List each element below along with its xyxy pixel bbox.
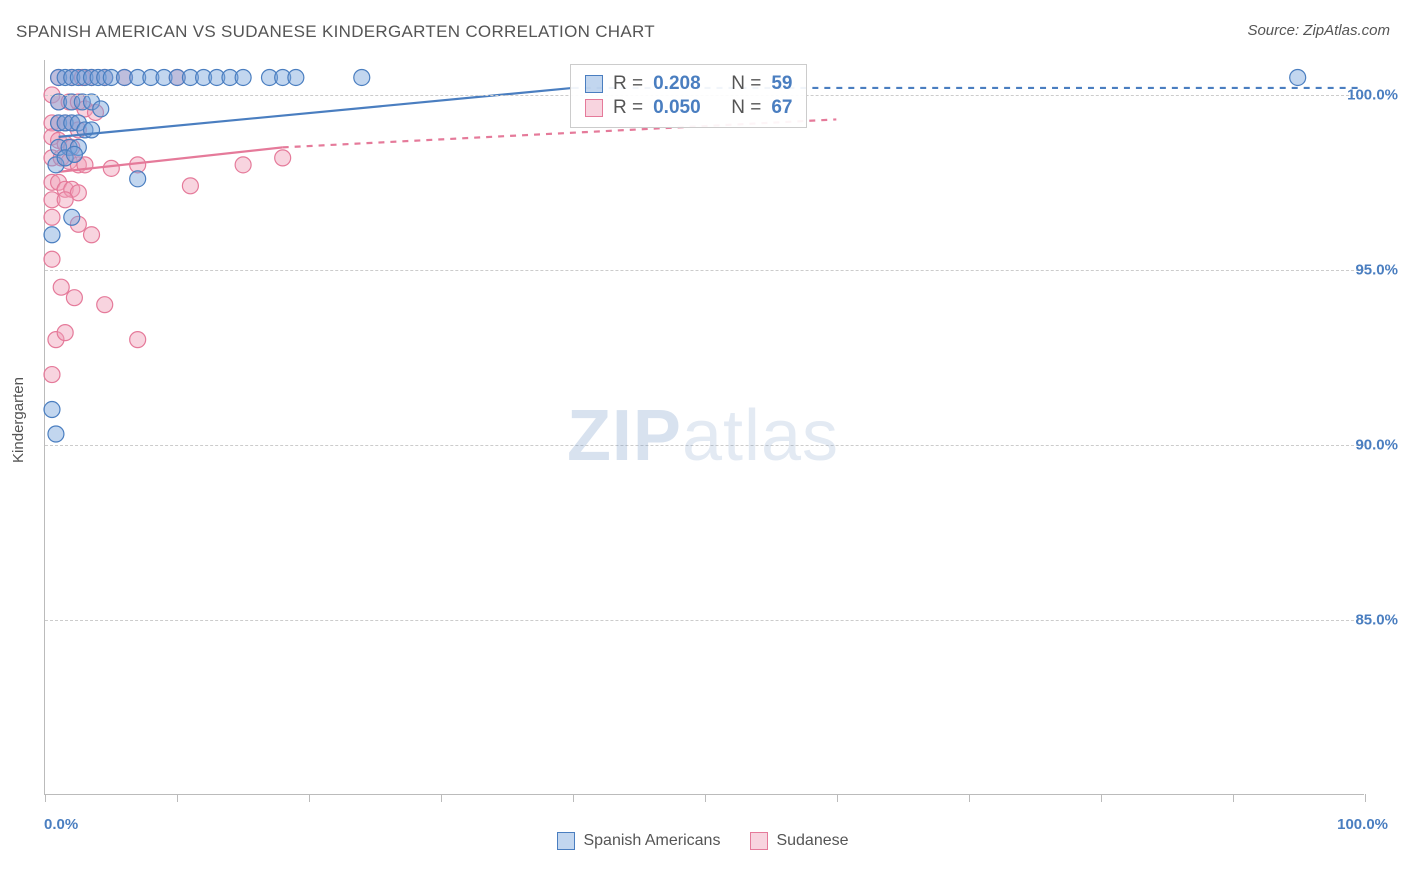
scatter-point: [275, 150, 291, 166]
x-tick: [1101, 794, 1102, 802]
scatter-point: [44, 227, 60, 243]
legend-label-blue: Spanish Americans: [583, 832, 720, 850]
x-tick: [837, 794, 838, 802]
x-tick: [309, 794, 310, 802]
scatter-point: [57, 325, 73, 341]
r-label: R =: [613, 97, 643, 119]
n-label: N =: [731, 97, 761, 119]
chart-title: SPANISH AMERICAN VS SUDANESE KINDERGARTE…: [16, 22, 655, 42]
y-tick-label: 95.0%: [1318, 262, 1398, 279]
y-tick-label: 85.0%: [1318, 612, 1398, 629]
n-value-pink: 67: [771, 97, 792, 119]
gridline-h: [45, 620, 1364, 621]
x-tick: [1233, 794, 1234, 802]
x-axis-end-label: 100.0%: [1337, 816, 1388, 833]
swatch-blue: [585, 75, 603, 93]
y-axis-title: Kindergarten: [10, 377, 27, 463]
n-value-blue: 59: [771, 73, 792, 95]
scatter-point: [1290, 69, 1306, 85]
r-value-pink: 0.050: [653, 97, 701, 119]
legend-swatch-pink: [750, 832, 768, 850]
scatter-point: [103, 160, 119, 176]
x-tick: [45, 794, 46, 802]
plot-svg: [45, 60, 1364, 794]
stats-box: R = 0.208 N = 59 R = 0.050 N = 67: [570, 64, 807, 128]
scatter-point: [354, 69, 370, 85]
scatter-point: [84, 227, 100, 243]
scatter-point: [84, 122, 100, 138]
gridline-h: [45, 270, 1364, 271]
y-tick-label: 90.0%: [1318, 437, 1398, 454]
scatter-point: [182, 178, 198, 194]
gridline-h: [45, 445, 1364, 446]
scatter-point: [235, 157, 251, 173]
scatter-point: [44, 209, 60, 225]
x-tick: [441, 794, 442, 802]
x-tick: [1365, 794, 1366, 802]
r-value-blue: 0.208: [653, 73, 701, 95]
scatter-point: [97, 297, 113, 313]
scatter-point: [44, 251, 60, 267]
scatter-point: [130, 171, 146, 187]
bottom-legend: Spanish Americans Sudanese: [0, 832, 1406, 850]
legend-label-pink: Sudanese: [776, 832, 848, 850]
stats-row-blue: R = 0.208 N = 59: [585, 73, 792, 95]
scatter-point: [44, 402, 60, 418]
scatter-point: [53, 279, 69, 295]
scatter-point: [57, 192, 73, 208]
x-tick: [705, 794, 706, 802]
x-tick: [177, 794, 178, 802]
legend-swatch-blue: [557, 832, 575, 850]
plot-area: [44, 60, 1364, 795]
x-tick: [969, 794, 970, 802]
scatter-point: [48, 426, 64, 442]
swatch-pink: [585, 99, 603, 117]
y-tick-label: 100.0%: [1318, 87, 1398, 104]
x-tick: [573, 794, 574, 802]
r-label: R =: [613, 73, 643, 95]
scatter-point: [93, 101, 109, 117]
n-label: N =: [731, 73, 761, 95]
scatter-point: [235, 69, 251, 85]
scatter-point: [66, 146, 82, 162]
x-axis-start-label: 0.0%: [44, 816, 78, 833]
legend-item-pink: Sudanese: [750, 832, 848, 850]
source-label: Source: ZipAtlas.com: [1247, 22, 1390, 39]
chart-container: SPANISH AMERICAN VS SUDANESE KINDERGARTE…: [0, 0, 1406, 892]
legend-item-blue: Spanish Americans: [557, 832, 720, 850]
scatter-point: [288, 69, 304, 85]
scatter-point: [44, 367, 60, 383]
scatter-point: [64, 209, 80, 225]
scatter-point: [66, 290, 82, 306]
scatter-point: [130, 332, 146, 348]
stats-row-pink: R = 0.050 N = 67: [585, 97, 792, 119]
